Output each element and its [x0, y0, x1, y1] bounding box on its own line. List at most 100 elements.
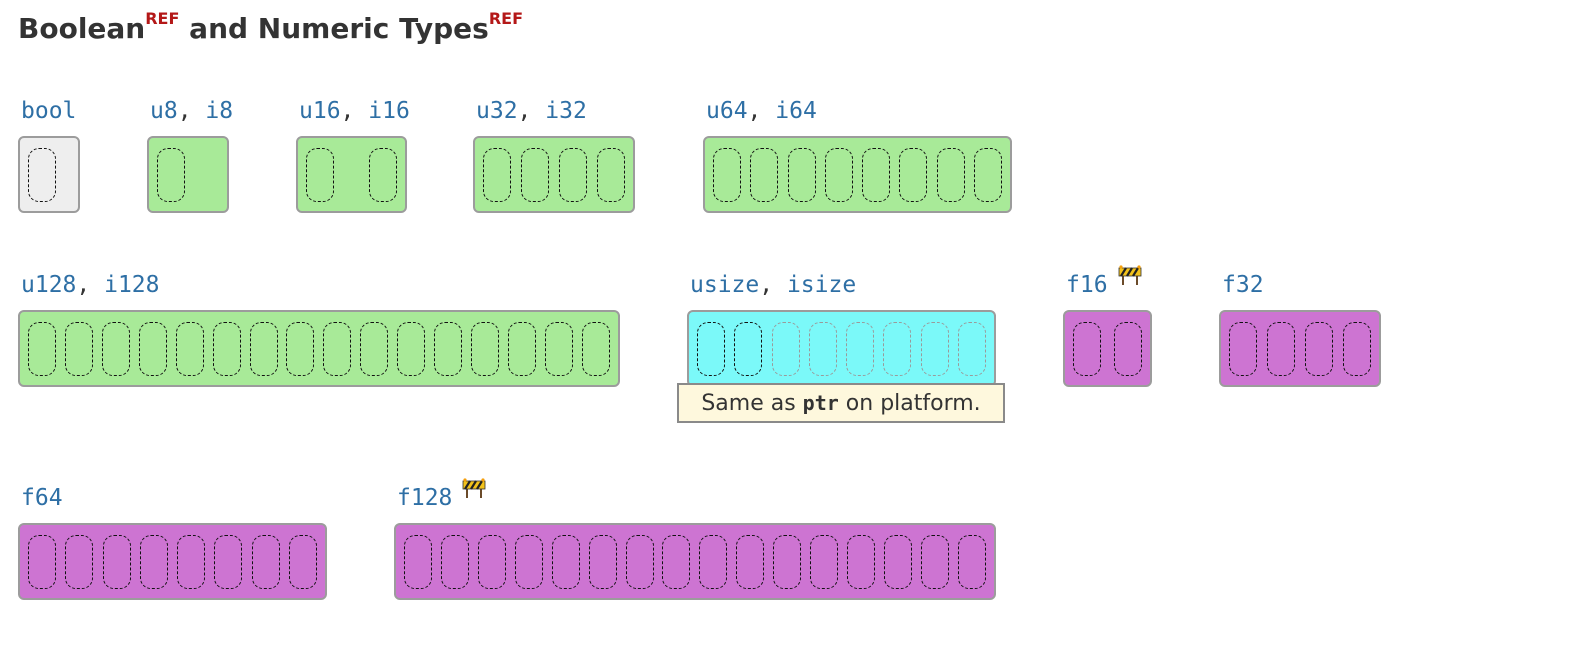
byte-cell	[251, 534, 280, 589]
byte-cell-optional	[808, 321, 837, 376]
type-name-u64[interactable]: u64	[706, 98, 748, 124]
byte-cell	[581, 321, 610, 376]
byte-cell	[440, 534, 469, 589]
byte-cell	[883, 534, 912, 589]
type-label-f64: f64	[21, 485, 63, 511]
byte-cell	[544, 321, 573, 376]
byte-cell	[28, 321, 56, 376]
byte-cell	[787, 147, 816, 202]
type-size-box-u64	[703, 136, 1012, 213]
byte-cell-optional	[883, 321, 912, 376]
byte-cell	[306, 147, 334, 202]
byte-cell	[64, 321, 93, 376]
byte-cell	[734, 321, 763, 376]
type-size-box-u8	[147, 136, 229, 213]
title-numeric-types: and Numeric Types	[189, 12, 489, 45]
construction-barrier-icon	[1118, 264, 1141, 285]
byte-cell-optional	[771, 321, 800, 376]
type-name-usize[interactable]: usize	[690, 272, 760, 298]
byte-cell	[323, 321, 352, 376]
type-name-isize[interactable]: isize	[786, 272, 857, 298]
byte-cell	[28, 534, 56, 589]
byte-cell	[773, 534, 802, 589]
byte-cell	[1073, 321, 1101, 376]
byte-cell	[810, 534, 839, 589]
label-separator: ,	[517, 98, 546, 124]
type-name-u128[interactable]: u128	[21, 272, 77, 298]
byte-cell	[471, 321, 500, 376]
type-label-f16: f16	[1066, 264, 1142, 299]
type-size-box-f64	[18, 523, 327, 600]
byte-cell	[507, 321, 536, 376]
type-label-u32: u32, i32	[476, 98, 587, 124]
type-size-box-f16	[1063, 310, 1152, 387]
byte-cell	[597, 147, 625, 202]
byte-cell	[175, 321, 204, 376]
type-name-bool[interactable]: bool	[21, 98, 77, 124]
byte-cell	[434, 321, 463, 376]
type-name-i8[interactable]: i8	[205, 98, 234, 124]
byte-cell	[101, 321, 130, 376]
type-name-f64[interactable]: f64	[21, 485, 63, 511]
type-label-u64: u64, i64	[706, 98, 817, 124]
type-size-box-u16	[296, 136, 407, 213]
type-name-f32[interactable]: f32	[1222, 272, 1264, 298]
byte-cell	[521, 147, 549, 202]
type-label-usize: usize, isize	[690, 272, 856, 298]
type-name-u8[interactable]: u8	[150, 98, 178, 124]
byte-cell	[699, 534, 728, 589]
type-name-i64[interactable]: i64	[775, 98, 817, 124]
label-separator: ,	[759, 272, 787, 298]
page-title: BooleanREF and Numeric TypesREF	[18, 8, 523, 45]
byte-cell	[750, 147, 779, 202]
byte-cell	[483, 147, 511, 202]
byte-cell	[102, 534, 131, 589]
byte-cell-optional	[920, 321, 949, 376]
type-name-i128[interactable]: i128	[104, 272, 160, 298]
type-label-u8: u8, i8	[150, 98, 233, 124]
label-separator: ,	[76, 272, 105, 298]
byte-cell	[288, 534, 317, 589]
label-separator: ,	[340, 98, 369, 124]
label-separator: ,	[177, 98, 206, 124]
byte-cell	[369, 147, 397, 202]
byte-cell	[214, 534, 243, 589]
type-size-box-f128	[394, 523, 996, 600]
byte-cell	[360, 321, 389, 376]
byte-cell	[404, 534, 432, 589]
byte-cell-optional	[957, 321, 986, 376]
byte-cell-optional	[846, 321, 875, 376]
type-name-u16[interactable]: u16	[299, 98, 341, 124]
byte-cell	[662, 534, 691, 589]
byte-cell	[397, 321, 426, 376]
byte-cell	[736, 534, 765, 589]
byte-cell	[551, 534, 580, 589]
byte-cell	[862, 147, 891, 202]
type-name-i32[interactable]: i32	[545, 98, 587, 124]
byte-cell	[286, 321, 315, 376]
type-label-f128: f128	[397, 477, 486, 512]
wip-badge	[462, 477, 486, 504]
usize-tooltip: Same as ptr on platform.	[677, 383, 1005, 423]
type-name-u32[interactable]: u32	[476, 98, 518, 124]
wip-badge	[1118, 264, 1142, 291]
type-size-box-usize	[687, 310, 996, 387]
byte-cell	[1114, 321, 1142, 376]
ref-link-numeric[interactable]: REF	[488, 8, 523, 28]
ref-link-boolean[interactable]: REF	[145, 8, 180, 28]
type-size-box-u32	[473, 136, 635, 213]
type-name-f128[interactable]: f128	[397, 485, 453, 511]
type-label-bool: bool	[21, 98, 76, 124]
byte-cell	[936, 147, 965, 202]
byte-cell	[1229, 321, 1257, 376]
type-name-i16[interactable]: i16	[368, 98, 410, 124]
byte-cell	[1305, 321, 1333, 376]
byte-cell	[899, 147, 928, 202]
byte-cell	[139, 534, 168, 589]
byte-cell	[847, 534, 876, 589]
byte-cell	[212, 321, 241, 376]
byte-cell	[588, 534, 617, 589]
type-label-f32: f32	[1222, 272, 1264, 298]
type-name-f16[interactable]: f16	[1066, 272, 1108, 298]
byte-cell	[157, 147, 185, 202]
